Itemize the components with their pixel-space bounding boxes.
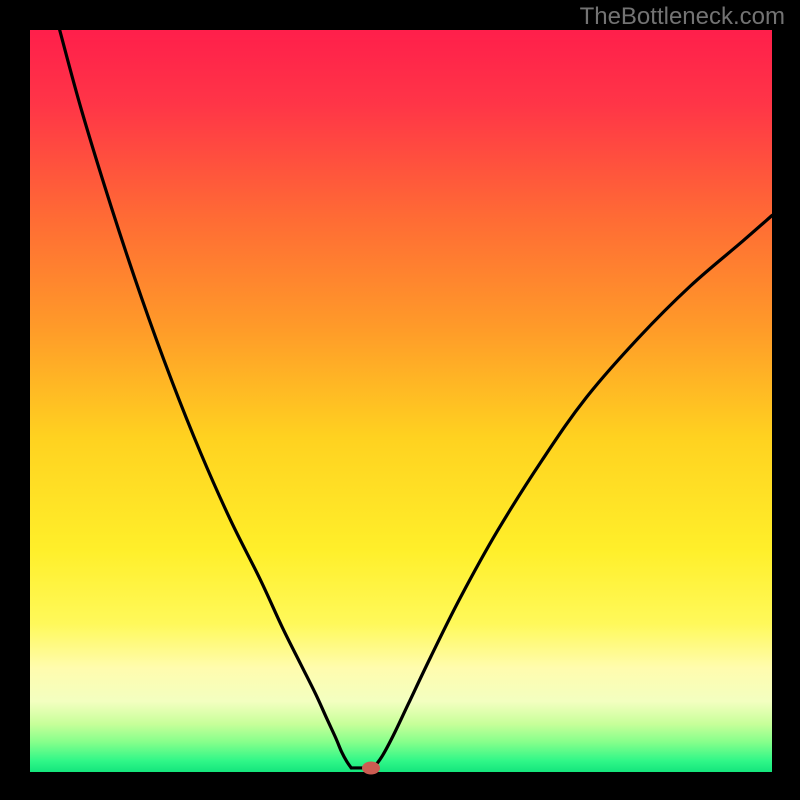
bottleneck-curve <box>0 0 800 800</box>
optimum-marker <box>362 761 380 774</box>
chart-frame: TheBottleneck.com <box>0 0 800 800</box>
